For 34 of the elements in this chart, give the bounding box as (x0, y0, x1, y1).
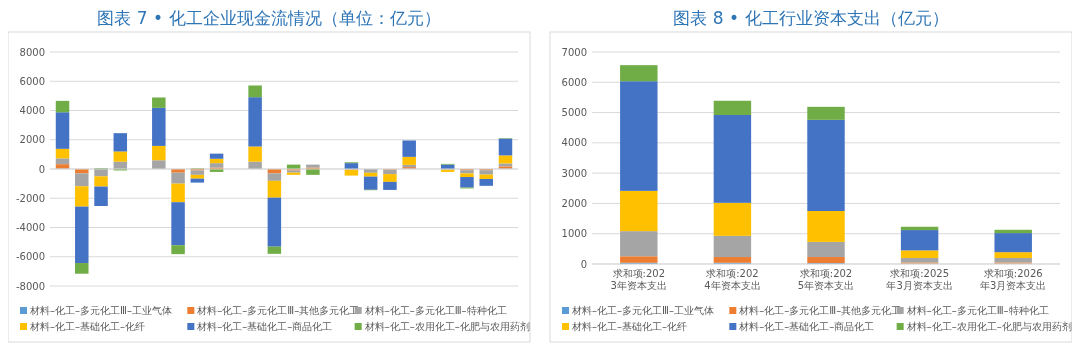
x-tick-label: 求和项:2026年3月资本支出 (980, 268, 1047, 291)
chart-title: 图表 7 • 化工企业现金流情况（单位：亿元） (97, 8, 441, 28)
x-tick-label: 求和项:2025年3月资本支出 (886, 268, 953, 291)
legend-label: 材料–化工–多元化工Ⅲ–特种化工 (363, 305, 507, 316)
y-tick-label: 6000 (561, 76, 587, 88)
y-tick-label: -2000 (15, 192, 45, 204)
x-tick-label: 求和项:2024年资本支出 (704, 268, 761, 291)
x-tick-label: 求和项:2023年资本支出 (610, 268, 667, 291)
y-tick-label: -8000 (15, 280, 45, 292)
y-tick-label: 2000 (19, 134, 45, 146)
legend-label: 材料–化工–多元化工Ⅲ–工业气体 (571, 305, 714, 316)
legend-label: 材料–化工–基础化工–化纤 (29, 321, 145, 332)
y-tick-label: 0 (580, 258, 587, 270)
x-tick-label: 求和项:2025年资本支出 (797, 268, 855, 291)
y-tick-label: 2000 (561, 197, 587, 209)
legend-label: 材料–化工–农用化工–化肥与农用药剂 (363, 321, 530, 332)
y-tick-label: 7000 (561, 46, 587, 58)
legend-label: 材料–化工–多元化工Ⅲ–特种化工 (905, 305, 1049, 316)
legend-label: 材料–化工–基础化工–商品化工 (196, 321, 333, 332)
y-tick-label: 3000 (561, 167, 587, 179)
y-tick-label: 1000 (561, 228, 587, 240)
legend-label: 材料–化工–基础化工–商品化工 (738, 321, 875, 332)
y-tick-label: 5000 (561, 107, 587, 119)
y-tick-label: 4000 (19, 105, 45, 116)
y-tick-label: 8000 (19, 46, 45, 58)
y-tick-label: 6000 (19, 75, 45, 87)
y-tick-label: -6000 (15, 251, 45, 263)
y-tick-label: -4000 (15, 222, 45, 233)
legend-label: 材料–化工–农用化工–化肥与农用药剂 (905, 321, 1072, 332)
y-tick-label: 4000 (561, 137, 587, 149)
legend-label: 材料–化工–多元化工Ⅲ–工业气体 (29, 305, 172, 316)
legend-label: 材料–化工–基础化工–化纤 (571, 321, 687, 332)
y-tick-label: 0 (38, 163, 45, 175)
chart-title: 图表 8 • 化工行业资本支出（亿元） (673, 8, 949, 28)
